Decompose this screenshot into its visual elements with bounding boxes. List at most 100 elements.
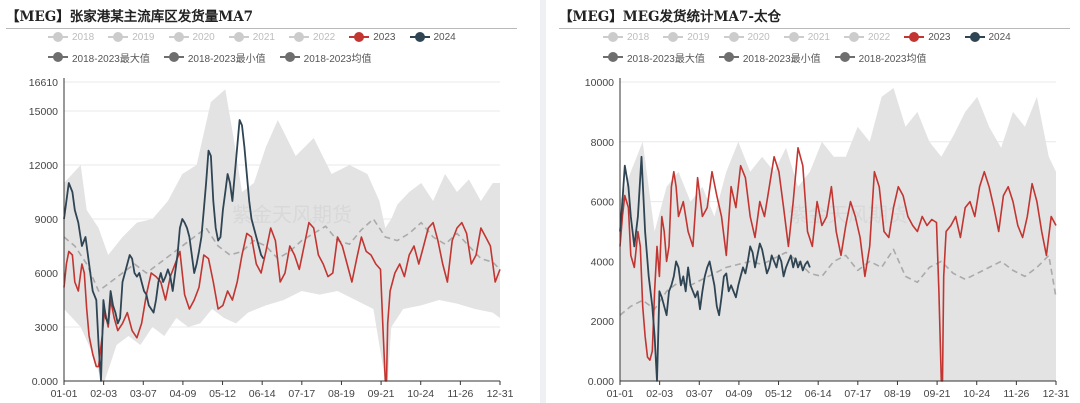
legend-item[interactable]: 2020 xyxy=(723,31,770,43)
legend-item[interactable]: 2018 xyxy=(48,32,94,43)
legend-item[interactable]: 2021 xyxy=(783,31,830,43)
title-divider xyxy=(559,28,1070,29)
legend-marker-icon xyxy=(603,52,623,62)
x-tick-label: 11-26 xyxy=(1003,388,1029,400)
legend-marker-icon xyxy=(48,52,68,62)
legend-label: 2020 xyxy=(192,31,215,43)
legend-item[interactable]: 2021 xyxy=(228,32,275,43)
legend-marker-icon xyxy=(279,52,300,62)
legend-item[interactable]: 2018-2023均值 xyxy=(279,50,372,65)
legend-label: 2018-2023最小值 xyxy=(187,53,266,65)
legend-row-stats: 2018-2023最大值 2018-2023最小值 2018-2023均值 xyxy=(603,49,940,65)
y-tick-label: 0.000 xyxy=(32,376,58,388)
legend-item[interactable]: 2018-2023最小值 xyxy=(718,50,821,65)
x-tick-label: 06-14 xyxy=(805,388,832,400)
legend-label: 2018-2023最大值 xyxy=(627,53,705,65)
legend-label: 2018-2023均值 xyxy=(858,53,927,65)
legend-marker-icon xyxy=(723,32,744,42)
y-tick-label: 0.000 xyxy=(588,376,614,388)
x-tick-label: 05-12 xyxy=(209,388,236,400)
legend-marker-icon xyxy=(603,32,623,42)
legend-label: 2024 xyxy=(988,31,1011,43)
legend-item[interactable]: 2022 xyxy=(289,32,335,43)
legend-marker-icon xyxy=(904,32,925,42)
series-2024-line xyxy=(619,155,811,382)
legend-marker-icon xyxy=(844,32,864,42)
legend-item[interactable]: 2023 xyxy=(349,31,396,43)
x-tick-label: 08-19 xyxy=(884,388,911,400)
x-tick-label: 01-01 xyxy=(51,388,78,400)
y-tick-label: 15000 xyxy=(29,106,58,118)
legend-label: 2018-2023最小值 xyxy=(742,53,821,65)
x-tick-label: 02-03 xyxy=(646,388,673,400)
x-tick-label: 11-26 xyxy=(447,388,473,400)
x-tick-label: 12-31 xyxy=(487,388,514,400)
legend-label: 2019 xyxy=(687,31,710,43)
legend-label: 2022 xyxy=(868,31,891,43)
legend-row-stats: 2018-2023最大值 2018-2023最小值 2018-2023均值 xyxy=(48,49,385,65)
x-tick-label: 07-17 xyxy=(288,388,315,400)
legend-marker-icon xyxy=(228,32,249,42)
legend-item[interactable]: 2018-2023最小值 xyxy=(163,50,266,65)
legend-item[interactable]: 2018 xyxy=(603,32,649,43)
x-tick-label: 03-07 xyxy=(686,388,713,400)
chart-title: 【MEG】张家港某主流库区发货量MA7 xyxy=(6,9,254,25)
series-range-band xyxy=(620,88,1056,381)
legend-marker-icon xyxy=(349,32,370,42)
y-tick-label: 8000 xyxy=(591,137,615,149)
y-tick-label: 10000 xyxy=(585,77,614,89)
y-tick-label: 16610 xyxy=(29,77,58,89)
legend-item[interactable]: 2023 xyxy=(904,32,951,43)
y-tick-label: 2000 xyxy=(591,316,615,328)
y-tick-label: 3000 xyxy=(35,322,59,334)
panel-divider xyxy=(540,0,546,403)
legend-label: 2018 xyxy=(72,31,95,43)
legend-item[interactable]: 2022 xyxy=(844,32,890,43)
legend-item[interactable]: 2018-2023最大值 xyxy=(603,50,705,65)
legend-marker-icon xyxy=(964,32,985,42)
legend-label: 2018-2023均值 xyxy=(303,53,372,65)
x-tick-label: 10-24 xyxy=(963,388,990,400)
legend-marker-icon xyxy=(834,52,855,62)
x-tick-label: 12-31 xyxy=(1043,388,1070,400)
legend-marker-icon xyxy=(718,52,739,62)
legend-label: 2023 xyxy=(373,31,396,43)
y-tick-label: 12000 xyxy=(29,160,58,172)
x-tick-label: 08-19 xyxy=(328,388,355,400)
legend-label: 2018-2023最大值 xyxy=(72,53,150,65)
x-tick-label: 06-14 xyxy=(249,388,276,400)
legend-marker-icon xyxy=(48,32,68,42)
title-divider xyxy=(6,28,517,29)
legend-label: 2022 xyxy=(313,31,336,43)
legend-label: 2018 xyxy=(627,31,650,43)
legend-row-years: 2018 2019 2020 2021 2022 2023 2024 xyxy=(48,29,470,45)
legend-label: 2020 xyxy=(747,31,770,43)
chart-zhangjiagang: 0.000300060009000120001500016610紫金天风期货01… xyxy=(29,77,514,400)
legend-marker-icon xyxy=(168,32,189,42)
series-2023-line xyxy=(63,221,501,382)
legend-item[interactable]: 2024 xyxy=(964,31,1011,43)
y-tick-label: 9000 xyxy=(35,214,59,226)
series-2023-line xyxy=(619,147,1057,382)
x-tick-label: 04-09 xyxy=(169,388,196,400)
legend-marker-icon xyxy=(289,32,309,42)
legend-label: 2021 xyxy=(807,31,830,43)
series-mean-line xyxy=(619,248,1057,316)
legend-row-years: 2018 2019 2020 2021 2022 2023 2024 xyxy=(603,29,1025,45)
x-tick-label: 05-12 xyxy=(765,388,792,400)
series-mean-line xyxy=(63,218,501,292)
legend-item[interactable]: 2019 xyxy=(663,31,710,43)
series-2024-line xyxy=(63,119,265,382)
legend-item[interactable]: 2018-2023均值 xyxy=(834,50,927,65)
legend-item[interactable]: 2020 xyxy=(168,31,215,43)
x-tick-label: 09-21 xyxy=(924,388,951,400)
legend-item[interactable]: 2024 xyxy=(409,32,456,43)
x-tick-label: 02-03 xyxy=(90,388,117,400)
legend-item[interactable]: 2019 xyxy=(108,32,155,43)
legend-marker-icon xyxy=(108,32,129,42)
x-tick-label: 01-01 xyxy=(607,388,634,400)
legend-marker-icon xyxy=(163,52,184,62)
x-tick-label: 10-24 xyxy=(407,388,434,400)
legend-item[interactable]: 2018-2023最大值 xyxy=(48,50,150,65)
